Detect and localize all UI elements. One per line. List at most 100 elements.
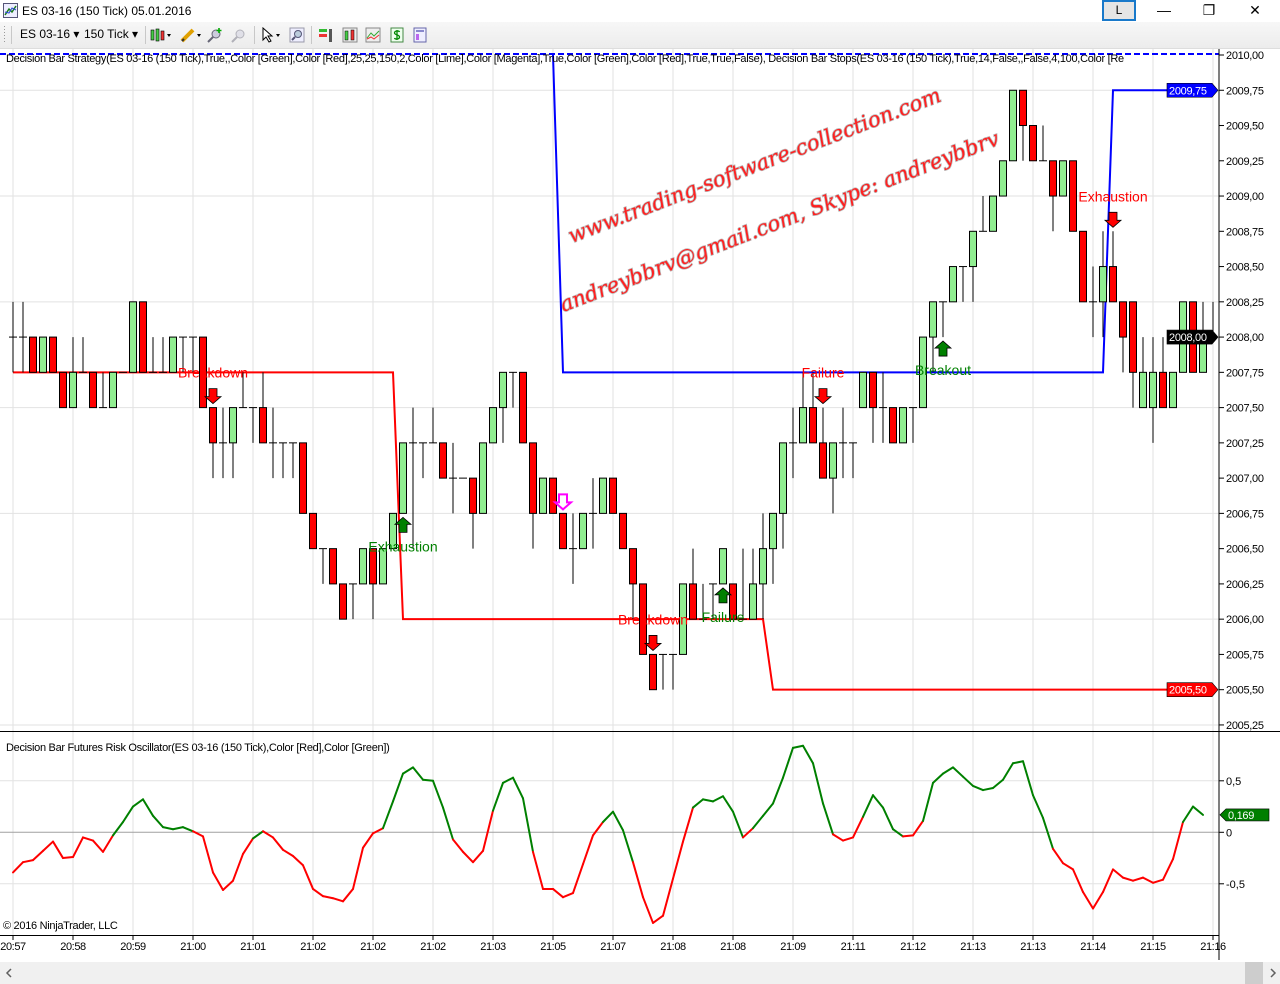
window-title: ES 03-16 (150 Tick) 05.01.2016 [22, 4, 192, 18]
chart-properties-icon[interactable] [365, 27, 381, 43]
link-button[interactable]: L [1102, 0, 1136, 21]
signal-label: Exhaustion [1078, 188, 1147, 204]
candle-body-up [539, 477, 547, 514]
candle-body-up [779, 442, 787, 514]
signal-label: Breakdown [178, 365, 248, 381]
time-axis-label: 20:59 [120, 941, 146, 953]
signal-down-arrow-icon [1103, 211, 1123, 228]
oscillator-axis-label: 0,5 [1226, 776, 1241, 788]
price-badge-shape [1166, 682, 1219, 697]
oscillator-segment [862, 794, 874, 818]
candle-body-up [989, 195, 997, 232]
time-axis-label: 21:13 [960, 941, 986, 953]
oscillator-segment [312, 887, 324, 898]
oscillator-segment [52, 840, 64, 860]
time-axis-label: 21:02 [420, 941, 446, 953]
oscillator-segment [562, 892, 574, 899]
horizontal-scrollbar[interactable] [0, 962, 1280, 984]
instrument-label: ES 03-16 [20, 27, 71, 41]
candle-body-up [1099, 266, 1107, 303]
candle [769, 512, 777, 584]
indicators-icon[interactable] [342, 27, 358, 43]
candle-body-up [949, 266, 957, 303]
dollar-data-series-icon[interactable] [389, 27, 405, 43]
scroll-right-icon[interactable] [1269, 968, 1277, 978]
candle [949, 266, 957, 303]
oscillator-segment [32, 849, 44, 862]
stop-lines [13, 54, 1203, 691]
candle [959, 266, 967, 302]
close-button[interactable]: ✕ [1249, 2, 1261, 18]
minimize-button[interactable]: — [1157, 2, 1171, 18]
candle [979, 196, 987, 232]
signal-label: Breakout [915, 362, 971, 378]
candle-body-up [129, 301, 137, 373]
oscillator-segment [22, 859, 34, 864]
data-box-icon[interactable] [412, 27, 428, 43]
candle [369, 548, 377, 620]
oscillator-segment [302, 864, 314, 890]
chevron-down-icon: ▾ [132, 27, 139, 41]
oscillator-segment [702, 798, 714, 803]
time-axis-label: 20:57 [0, 941, 26, 953]
oscillator-segment [722, 795, 734, 813]
drawing-pencil-icon[interactable] [180, 27, 204, 43]
oscillator-indicator-label: Decision Bar Futures Risk Oscillator(ES … [6, 742, 390, 754]
toolbar-separator [311, 26, 312, 44]
magnifier-icon[interactable] [289, 27, 305, 43]
candle [1149, 337, 1157, 443]
oscillator-segment [1122, 876, 1134, 882]
price-badge: 2009,75 [1166, 82, 1219, 98]
oscillator-segment [892, 828, 904, 838]
scroll-left-icon[interactable] [5, 968, 13, 978]
oscillator-segment [172, 826, 184, 831]
maximize-button[interactable]: ❐ [1202, 2, 1216, 18]
candle-body-up [579, 512, 587, 550]
bar-type-icon[interactable] [150, 27, 174, 43]
interval-selector[interactable]: 150 Tick ▾ [84, 26, 138, 42]
axes: 2010,00 2009,75 2009,50 2009,25 2009,00 2008,… [0, 48, 1280, 960]
oscillator-segment [1002, 762, 1014, 781]
strategies-icon[interactable] [318, 27, 334, 43]
oscillator-segment [952, 766, 964, 778]
candle [149, 337, 157, 373]
zoom-in-icon[interactable] [207, 27, 223, 43]
instrument-selector[interactable]: ES 03-16 ▾ [20, 26, 79, 42]
candle [9, 301, 17, 373]
oscillator-segment [982, 787, 994, 792]
time-axis-label: 21:08 [660, 941, 686, 953]
chevron-down-icon: ▾ [73, 27, 80, 41]
price-axis-label: 2005,50 [1226, 685, 1264, 697]
oscillator-segment [1092, 891, 1104, 910]
price-badge-shape [1166, 82, 1219, 98]
watermark: www.trading-software-collection.com andr… [556, 82, 1004, 317]
candle-body-down [1029, 125, 1037, 162]
candle-body-down [529, 442, 537, 514]
candle [409, 407, 417, 549]
cursor-pointer-icon[interactable] [260, 26, 284, 43]
price-axis-label: 2005,25 [1226, 720, 1264, 732]
candle [1059, 160, 1067, 197]
signal-label: Breakdown [618, 611, 688, 627]
candle [579, 512, 587, 550]
time-axis-label: 21:02 [360, 941, 386, 953]
candle [539, 477, 547, 514]
candle [549, 477, 557, 514]
oscillator-segment [592, 821, 604, 837]
candle [919, 336, 927, 409]
candle [799, 372, 807, 444]
scrollbar-thumb[interactable] [1245, 962, 1263, 984]
candle [1119, 301, 1127, 373]
zoom-out-icon[interactable] [231, 27, 247, 43]
candle [699, 583, 707, 620]
candle [619, 512, 627, 550]
candle [19, 301, 27, 373]
candle-body-up [389, 512, 397, 550]
toolbar-grip[interactable] [4, 26, 5, 44]
oscillator-segment [972, 784, 984, 792]
candle [279, 442, 287, 479]
oscillator-segment [242, 837, 254, 855]
candle-body-down [689, 583, 697, 620]
candle [869, 371, 877, 443]
